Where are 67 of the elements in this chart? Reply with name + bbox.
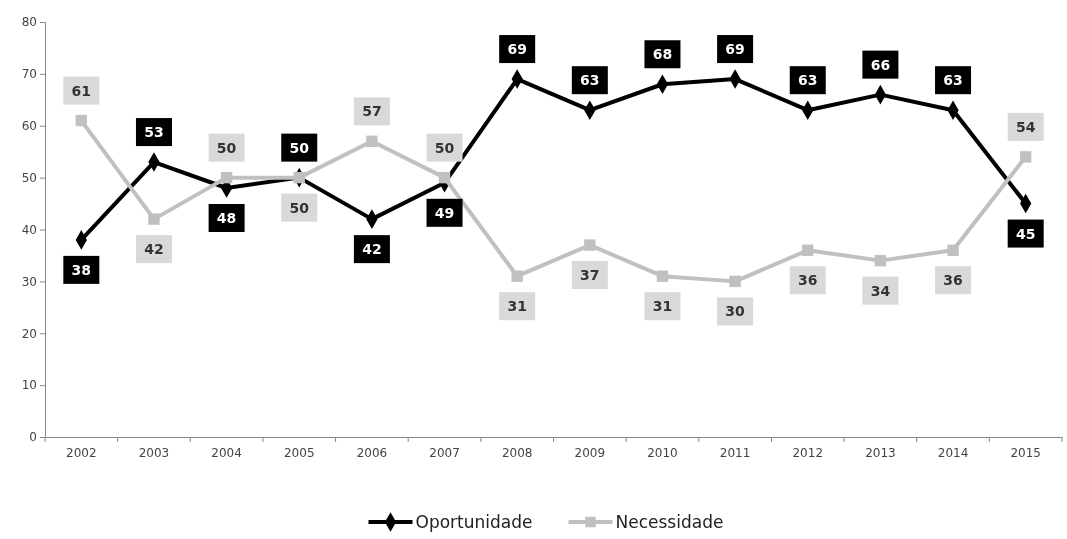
y-tick-label: 80 — [21, 15, 37, 30]
data-label: 42 — [362, 241, 382, 258]
y-tick-label: 40 — [21, 222, 37, 237]
data-label: 57 — [362, 103, 382, 120]
y-tick-label: 20 — [21, 326, 37, 341]
x-tick-label: 2014 — [937, 445, 969, 460]
data-label: 61 — [71, 82, 92, 99]
point — [584, 239, 596, 251]
y-tick-label: 10 — [21, 378, 37, 393]
point — [75, 114, 88, 127]
data-label: 54 — [1015, 118, 1036, 135]
x-tick-label: 2004 — [211, 445, 242, 460]
x-tick-label: 2007 — [429, 445, 460, 460]
data-label: 45 — [1015, 225, 1036, 242]
x-tick-label: 2010 — [647, 445, 678, 460]
x-tick-label: 2013 — [865, 445, 896, 460]
y-tick-label: 30 — [21, 274, 37, 289]
y-tick-label: 0 — [29, 430, 37, 445]
data-label: 53 — [144, 124, 164, 141]
x-tick-label: 2002 — [66, 445, 97, 460]
data-label: 42 — [144, 241, 164, 258]
y-tick-label: 60 — [21, 119, 37, 134]
x-tick-label: 2003 — [138, 445, 170, 460]
data-label: 63 — [580, 72, 600, 89]
data-label: 36 — [798, 272, 818, 289]
data-label: 31 — [507, 298, 527, 315]
point — [438, 171, 451, 184]
point — [874, 254, 887, 267]
data-label: 50 — [216, 139, 237, 156]
data-label: 36 — [943, 272, 963, 289]
data-label: 48 — [216, 210, 237, 226]
data-label: 37 — [580, 267, 600, 284]
point — [802, 244, 814, 256]
x-tick-label: 2012 — [792, 445, 824, 460]
legend-label: Oportunidade — [415, 512, 533, 532]
point — [947, 244, 959, 256]
x-tick-label: 2006 — [356, 445, 388, 460]
point — [220, 171, 233, 184]
point — [1019, 151, 1032, 163]
data-label: 34 — [870, 282, 891, 299]
data-label: 69 — [507, 41, 527, 58]
point — [729, 275, 741, 288]
x-tick-label: 2015 — [1010, 445, 1041, 460]
point — [656, 270, 669, 282]
data-label: 38 — [71, 261, 92, 278]
data-label: 63 — [798, 72, 818, 89]
x-tick-label: 2011 — [719, 445, 751, 460]
y-tick-label: 50 — [21, 170, 37, 185]
data-label: 50 — [289, 199, 310, 216]
data-label: 50 — [289, 139, 310, 156]
point — [511, 270, 523, 282]
data-label: 31 — [652, 298, 673, 315]
data-label: 49 — [434, 204, 455, 221]
x-tick-label: 2005 — [283, 445, 315, 460]
data-label: 68 — [652, 46, 673, 63]
legend-label: Necessidade — [615, 512, 724, 532]
x-tick-label: 2009 — [574, 445, 606, 460]
data-label: 69 — [725, 41, 745, 58]
x-tick-label: 2008 — [501, 445, 533, 460]
data-label: 50 — [434, 139, 455, 156]
point — [148, 213, 160, 225]
data-label: 30 — [725, 303, 746, 320]
data-label: 63 — [943, 72, 963, 89]
data-label: 66 — [870, 56, 891, 73]
y-tick-label: 70 — [21, 67, 37, 82]
point — [366, 135, 378, 148]
point — [293, 171, 305, 184]
